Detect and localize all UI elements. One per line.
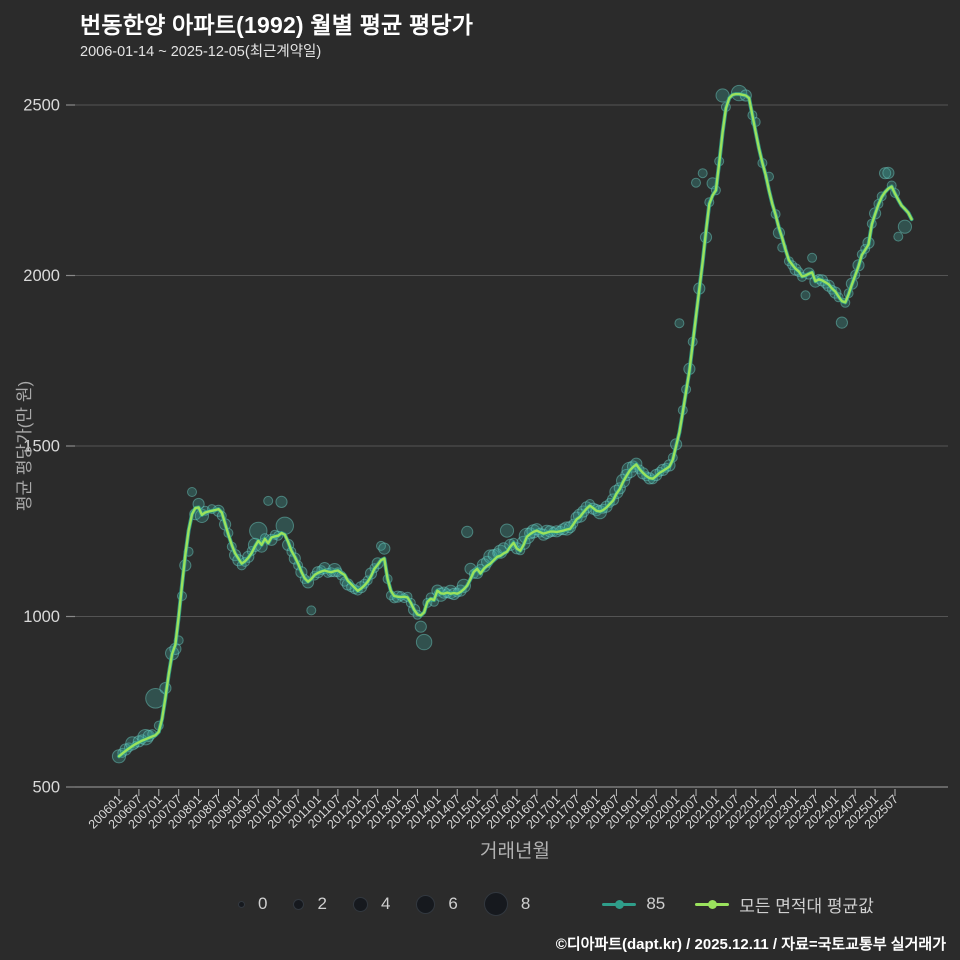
svg-text:2000: 2000: [23, 267, 60, 285]
svg-text:1000: 1000: [23, 608, 60, 626]
size-legend-item: 2: [293, 894, 327, 914]
legend-item-avg[interactable]: 모든 면적대 평균값: [695, 892, 874, 917]
size-legend-item: 4: [352, 894, 391, 914]
size-legend: 0 2 4 6 8: [238, 892, 556, 916]
chart-subtitle: 2006-01-14 ~ 2025-12-05(최근계약일): [80, 44, 322, 60]
svg-text:2500: 2500: [23, 97, 60, 115]
svg-text:1500: 1500: [23, 438, 60, 456]
y-axis-title: 평균 평당가(만 원): [15, 381, 34, 511]
size-legend-label: 2: [317, 894, 327, 913]
legend-label-avg: 모든 면적대 평균값: [739, 896, 874, 916]
chart-legend: 0 2 4 6 8 85 모든 면적대 평균값: [238, 889, 904, 919]
size-legend-bubble-icon: [352, 896, 368, 912]
size-legend-bubble-icon: [238, 900, 245, 908]
size-legend-label: 6: [448, 894, 458, 913]
size-legend-item: 0: [238, 894, 267, 914]
legend-item-85[interactable]: 85: [602, 894, 665, 914]
size-legend-label: 8: [520, 894, 531, 913]
size-legend-bubble-icon: [416, 894, 436, 914]
size-legend-label: 4: [380, 894, 391, 913]
x-axis-title: 거래년월: [480, 840, 550, 862]
legend-label-85: 85: [646, 894, 666, 913]
size-legend-item: 6: [416, 894, 458, 914]
size-legend-item: 8: [483, 892, 531, 916]
svg-text:500: 500: [32, 779, 60, 797]
size-legend-bubble-icon: [293, 898, 305, 910]
series-avg-swatch-icon: [695, 899, 730, 909]
credit-footer: ©디아파트(dapt.kr) / 2025.12.11 / 자료=국토교통부 실…: [555, 936, 946, 953]
series-85-swatch-icon: [602, 899, 637, 909]
size-legend-bubble-icon: [483, 892, 508, 916]
chart-title: 번동한양 아파트(1992) 월별 평균 평당가: [80, 12, 474, 38]
size-legend-label: 0: [258, 894, 268, 913]
